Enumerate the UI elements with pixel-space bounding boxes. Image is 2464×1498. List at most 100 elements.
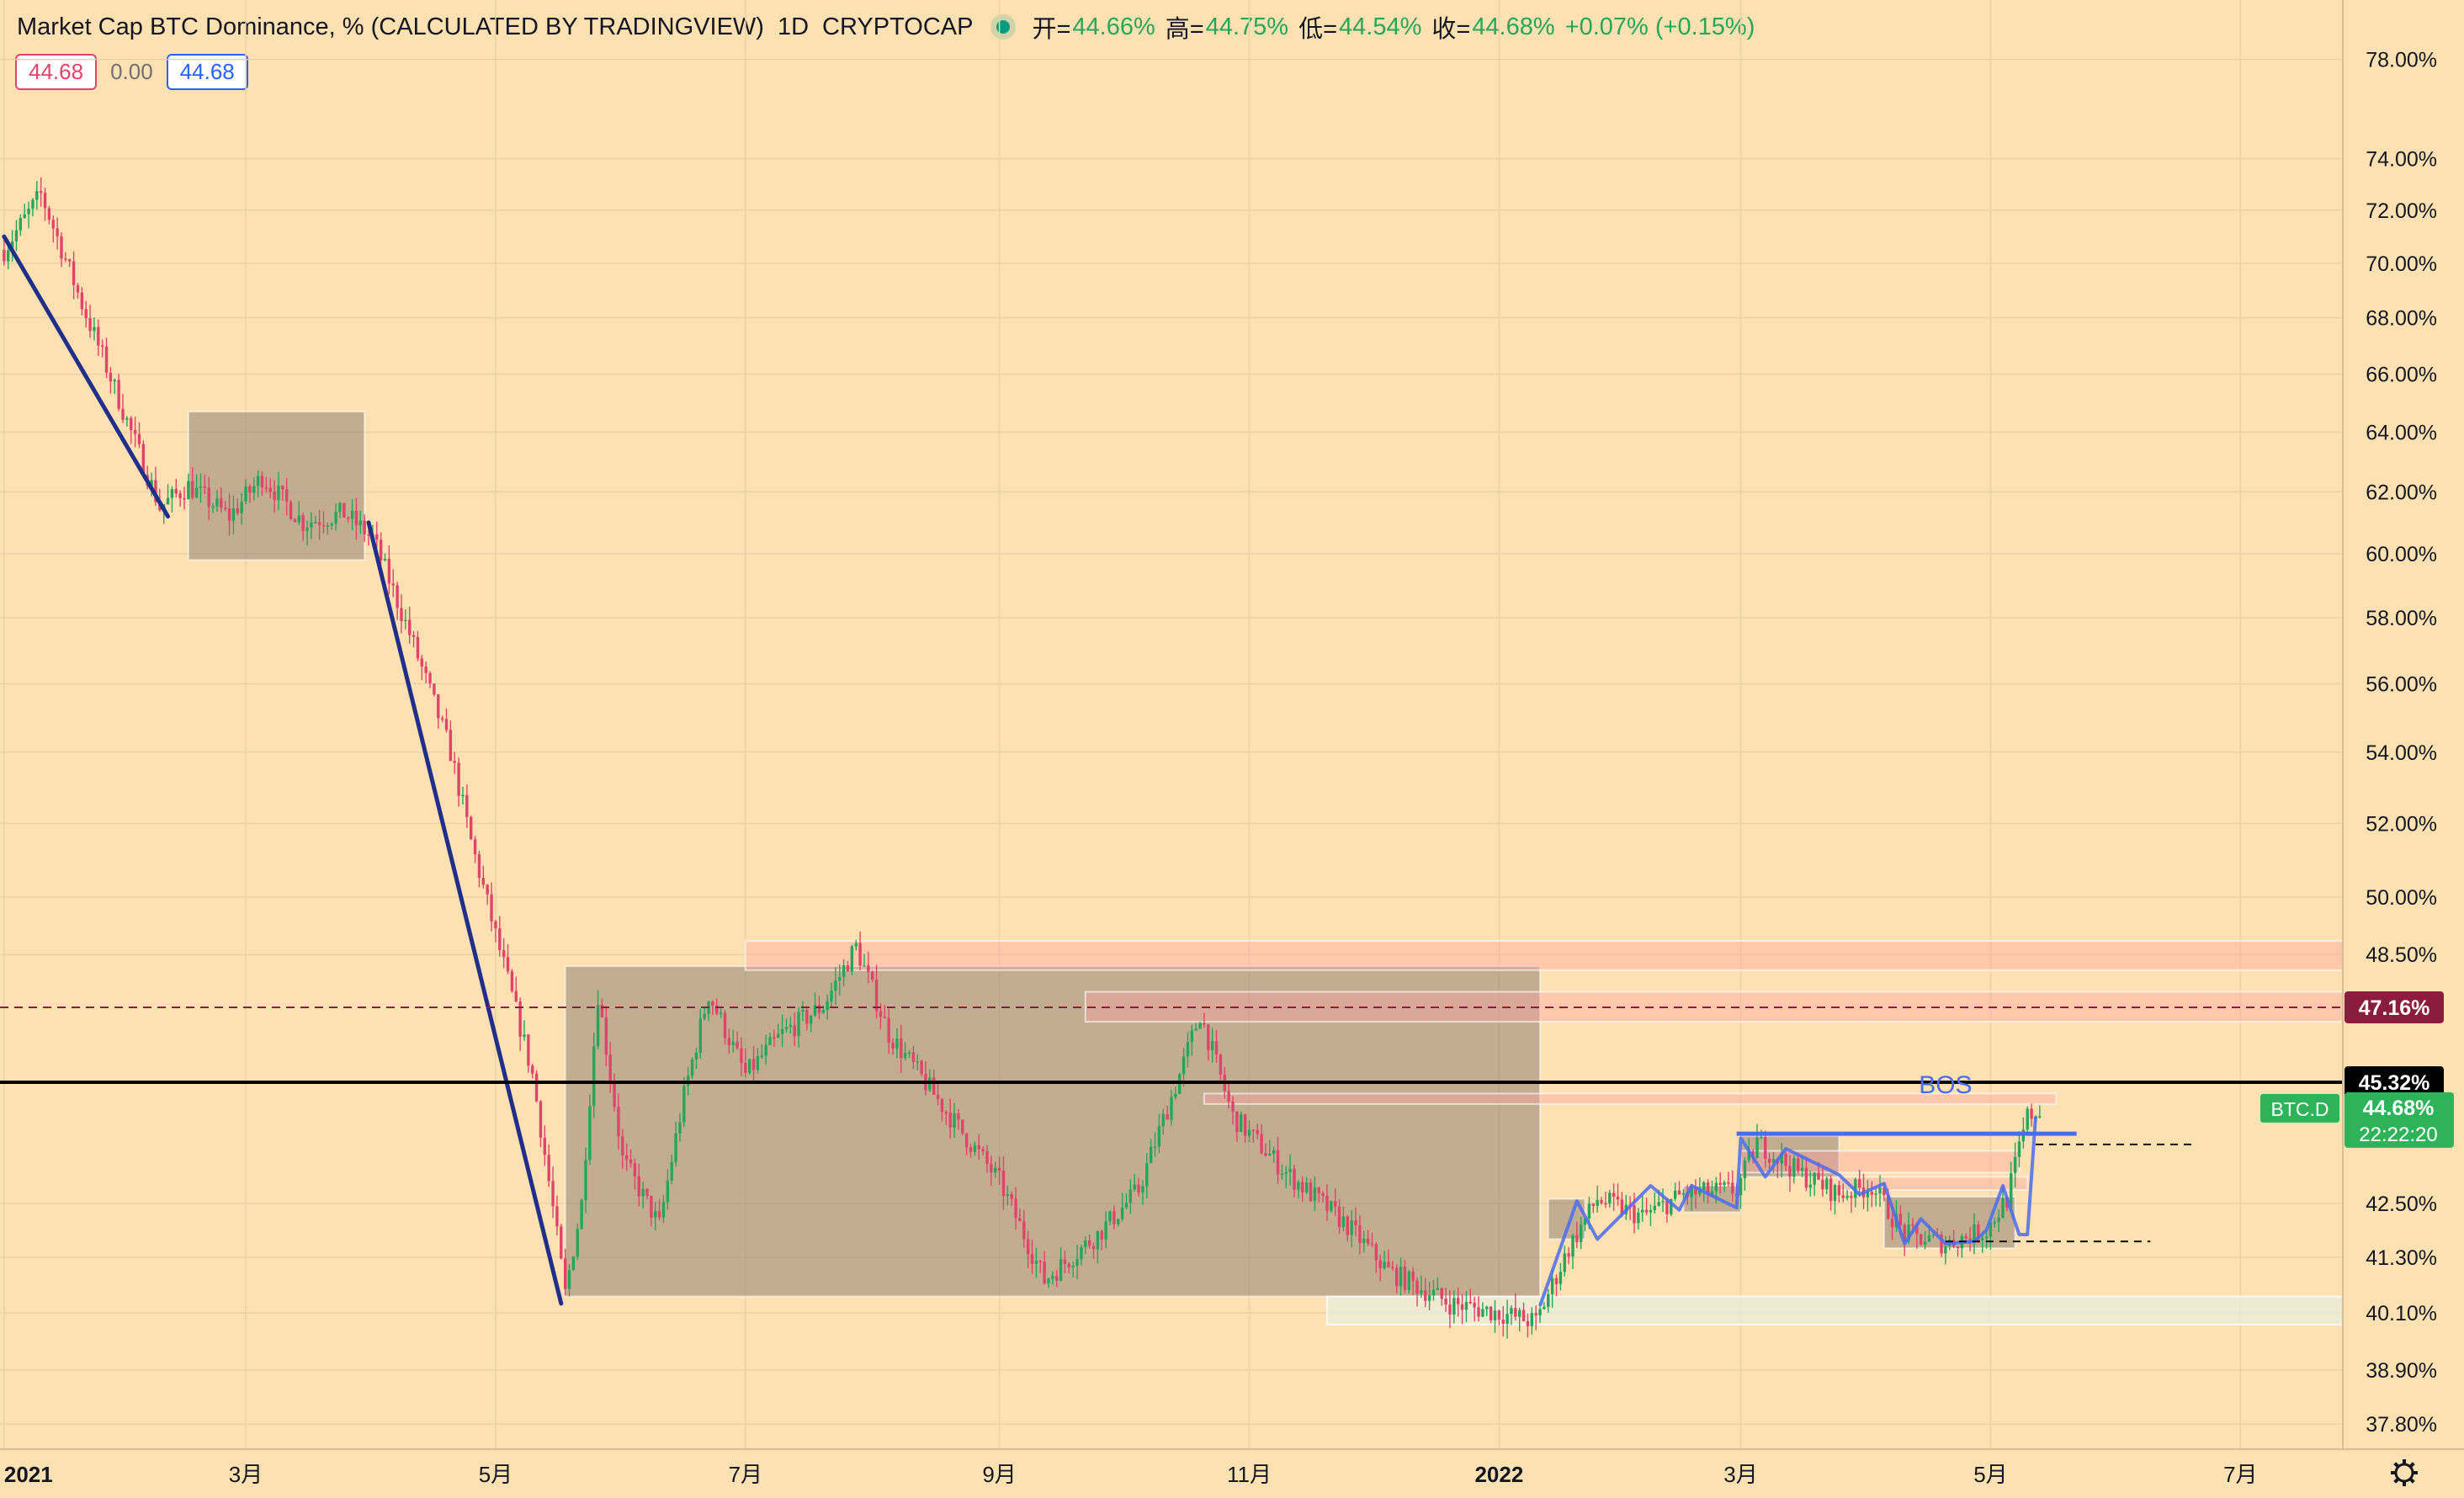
x-tick-label-7: 3月 xyxy=(1723,1462,1757,1487)
candle-195 xyxy=(801,1001,805,1022)
candle-439 xyxy=(1800,1156,1804,1177)
candle-268 xyxy=(1100,1229,1103,1251)
candle-body xyxy=(133,429,137,434)
candle-240 xyxy=(985,1145,989,1173)
candle-63 xyxy=(260,471,264,497)
candle-457 xyxy=(1874,1188,1877,1207)
candle-body xyxy=(35,191,39,200)
candle-9 xyxy=(39,177,43,207)
candle-119 xyxy=(490,882,493,932)
candle-380 xyxy=(1559,1262,1563,1291)
candle-body xyxy=(183,497,186,500)
candle-body xyxy=(834,980,837,991)
candle-230 xyxy=(944,1109,948,1125)
candle-153 xyxy=(629,1149,633,1168)
candle-197 xyxy=(809,1015,813,1033)
candle-body xyxy=(326,525,330,528)
candle-body xyxy=(1481,1309,1484,1317)
candle-body xyxy=(248,486,252,493)
y-tick-label-12: 52.00% xyxy=(2366,812,2437,836)
candle-body xyxy=(870,971,874,980)
candle-body xyxy=(527,1034,530,1066)
candle-223 xyxy=(916,1054,919,1070)
candle-142 xyxy=(584,1147,587,1214)
candle-body xyxy=(375,534,379,540)
candle-body xyxy=(387,558,391,584)
candle-body xyxy=(1743,1160,1747,1179)
candle-185 xyxy=(760,1044,763,1060)
candle-347 xyxy=(1424,1278,1427,1308)
candle-body xyxy=(690,1059,694,1076)
candle-body xyxy=(1485,1306,1489,1309)
candle-143 xyxy=(588,1094,592,1166)
candle-body xyxy=(363,520,366,534)
candle-body xyxy=(1706,1182,1710,1196)
change-value: +0.07% (+0.15%) xyxy=(1564,13,1755,40)
candle-body xyxy=(199,486,203,488)
candle-132 xyxy=(543,1125,547,1166)
candle-body xyxy=(654,1211,657,1218)
candle-body xyxy=(281,486,284,490)
candle-72 xyxy=(297,501,301,525)
candle-body xyxy=(203,486,207,488)
candle-body xyxy=(887,1017,890,1043)
candle-274 xyxy=(1124,1193,1128,1210)
candle-270 xyxy=(1108,1210,1112,1225)
candle-body xyxy=(1301,1182,1304,1193)
settings-gear-icon[interactable] xyxy=(2391,1459,2418,1486)
candle-body xyxy=(1383,1262,1386,1269)
candle-487 xyxy=(1997,1208,2000,1232)
candle-279 xyxy=(1145,1153,1149,1199)
candle-body xyxy=(1420,1290,1423,1294)
candle-body xyxy=(1980,1238,1984,1240)
candle-181 xyxy=(744,1048,747,1078)
candle-body xyxy=(1489,1306,1493,1320)
symbol-title[interactable]: Market Cap BTC Dominance, % (CALCULATED … xyxy=(17,13,764,40)
market-status-icon[interactable] xyxy=(996,20,1011,34)
candle-body xyxy=(43,193,47,209)
candle-body xyxy=(768,1037,772,1045)
candle-body xyxy=(1755,1138,1759,1159)
candle-body xyxy=(1534,1313,1537,1316)
candle-78 xyxy=(321,511,326,534)
candle-326 xyxy=(1337,1198,1341,1235)
candle-body xyxy=(80,292,84,310)
candle-body xyxy=(1698,1190,1702,1195)
x-tick-label-8: 5月 xyxy=(1973,1462,2007,1487)
candle-body xyxy=(932,1077,936,1095)
candle-body xyxy=(1247,1129,1251,1136)
candle-203 xyxy=(834,967,837,1006)
candle-353 xyxy=(1448,1290,1452,1329)
candle-121 xyxy=(498,916,502,957)
candle-body xyxy=(252,486,256,493)
candle-body xyxy=(604,1017,608,1055)
candle-body xyxy=(1837,1185,1841,1196)
candle-body xyxy=(19,217,23,231)
candle-366 xyxy=(1501,1305,1505,1337)
candle-256 xyxy=(1051,1271,1054,1285)
candle-361 xyxy=(1481,1302,1484,1318)
candle-108 xyxy=(444,708,449,733)
candle-body xyxy=(560,1226,563,1259)
interval-label[interactable]: 1D xyxy=(777,13,810,40)
candle-body xyxy=(650,1196,653,1218)
candle-body xyxy=(1210,1041,1214,1050)
candle-122 xyxy=(502,938,506,969)
candle-178 xyxy=(731,1029,735,1053)
candle-body xyxy=(1911,1224,1914,1226)
candle-241 xyxy=(990,1155,993,1186)
candle-280 xyxy=(1149,1139,1153,1164)
candle-body xyxy=(1903,1224,1906,1242)
y-tick-label-5: 66.00% xyxy=(2366,364,2437,387)
candle-209 xyxy=(858,931,862,970)
candle-body xyxy=(744,1062,747,1074)
candle-body xyxy=(608,1054,612,1081)
candle-body xyxy=(240,501,243,513)
candle-215 xyxy=(883,1005,887,1018)
candle-301 xyxy=(1235,1111,1239,1143)
candle-body xyxy=(1431,1289,1436,1296)
candle-251 xyxy=(1030,1240,1034,1274)
x-tick-label-2: 5月 xyxy=(479,1462,512,1487)
candle-body xyxy=(940,1098,944,1113)
